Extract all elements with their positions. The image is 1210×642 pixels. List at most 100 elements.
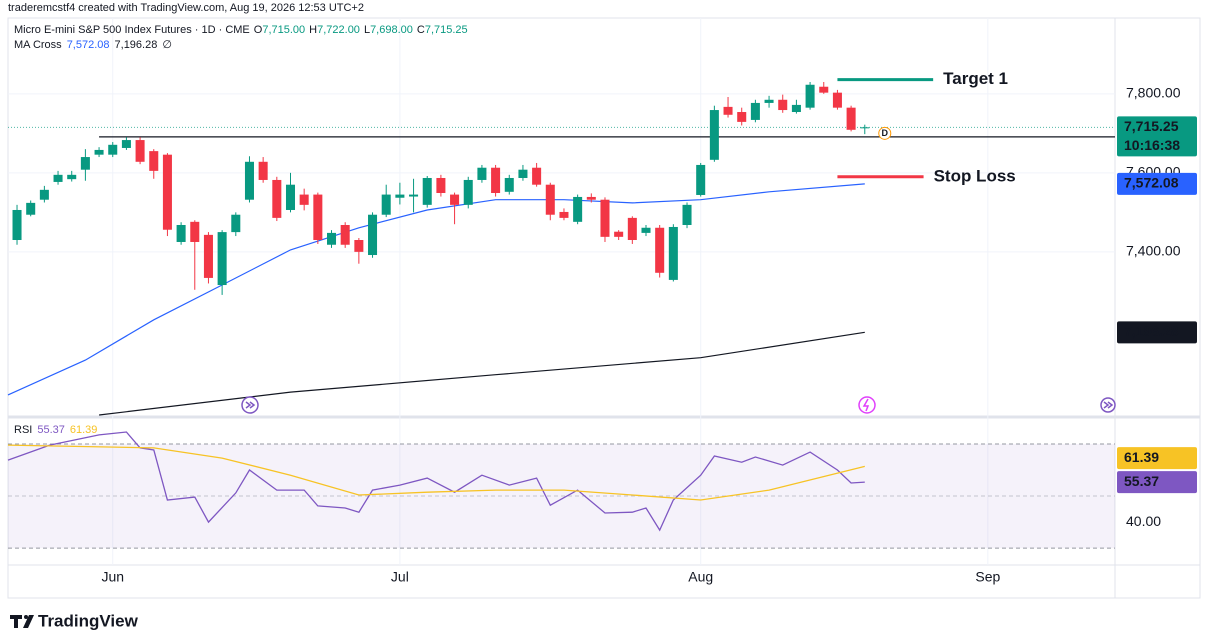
candle-body bbox=[764, 99, 774, 103]
candle-body bbox=[709, 110, 719, 160]
candle-body bbox=[299, 194, 309, 205]
candle-body bbox=[682, 204, 692, 225]
ma-badge-text: 7,572.08 bbox=[1124, 175, 1179, 191]
symbol-legend-item: C bbox=[417, 24, 425, 36]
candle-body bbox=[244, 161, 254, 200]
symbol-legend-item: L bbox=[364, 24, 370, 36]
rsi-badge bbox=[1117, 471, 1197, 494]
candle-body bbox=[791, 104, 801, 113]
candle-body bbox=[491, 167, 501, 193]
symbol-legend-item: Micro E-mini S&P 500 Index Futures · 1D … bbox=[14, 24, 250, 36]
candle-body bbox=[272, 179, 282, 218]
candle-body bbox=[203, 234, 213, 278]
x-tick-label: Jul bbox=[391, 569, 409, 585]
event-icon[interactable] bbox=[241, 396, 259, 414]
candle-body bbox=[285, 184, 296, 210]
candle-body bbox=[641, 227, 651, 233]
symbol-legend-item: H bbox=[309, 24, 317, 36]
symbol-legend-item: 7,715.00 bbox=[262, 24, 305, 36]
candle-body bbox=[450, 194, 460, 205]
candle-body bbox=[39, 189, 49, 200]
price-badge-text: 7,715.25 bbox=[1124, 118, 1179, 134]
candle-body bbox=[627, 217, 637, 241]
candle-body bbox=[53, 174, 63, 182]
candle-body bbox=[846, 107, 856, 130]
candle-body bbox=[231, 214, 241, 233]
symbol-legend-item: O bbox=[254, 24, 263, 36]
ma-badge bbox=[1117, 321, 1197, 344]
candle-body bbox=[655, 227, 665, 273]
rsi-legend-item: 61.39 bbox=[70, 424, 98, 436]
candle-body bbox=[258, 161, 268, 180]
rsi-badge-text: 61.39 bbox=[1124, 449, 1159, 465]
candle-body bbox=[518, 169, 528, 178]
candle-body bbox=[121, 140, 131, 148]
candle-body bbox=[723, 106, 733, 115]
chart-frame bbox=[7, 17, 1201, 599]
event-marker bbox=[878, 126, 892, 140]
ma-legend: MA Cross 7,572.08 7,196.28 ∅ bbox=[14, 39, 172, 51]
candle-body bbox=[463, 179, 473, 205]
candle-body bbox=[696, 164, 706, 195]
candle-body bbox=[368, 214, 378, 256]
ma-badge-text: 7,196.28 bbox=[1124, 323, 1179, 339]
ma-badge bbox=[1117, 172, 1197, 195]
candle-body bbox=[860, 127, 870, 129]
rsi-legend: RSI 55.37 61.39 bbox=[14, 424, 97, 436]
candle-body bbox=[395, 194, 405, 198]
candle-body bbox=[614, 231, 624, 237]
x-tick-label: Jun bbox=[101, 569, 124, 585]
brand-name: TradingView bbox=[38, 611, 139, 630]
candle-body bbox=[545, 184, 555, 215]
rsi-tick-label: 40.00 bbox=[1126, 513, 1161, 529]
candle-body bbox=[94, 149, 104, 155]
ma-line bbox=[99, 331, 865, 416]
symbol-legend-item: 7,722.00 bbox=[317, 24, 360, 36]
rsi-legend-item: 55.37 bbox=[37, 424, 65, 436]
event-icon[interactable] bbox=[1100, 397, 1116, 413]
candle-body bbox=[190, 221, 200, 242]
candle-body bbox=[532, 167, 542, 185]
ma-legend-item: 7,196.28 bbox=[115, 39, 158, 51]
brand-logo[interactable]: TradingView bbox=[10, 611, 139, 630]
ma-line bbox=[7, 183, 865, 396]
candle-body bbox=[819, 86, 829, 93]
candle-body bbox=[67, 174, 77, 180]
symbol-legend-item: 7,698.00 bbox=[370, 24, 413, 36]
candle-body bbox=[162, 154, 172, 230]
event-icon[interactable] bbox=[858, 396, 876, 414]
ma-legend-item: MA Cross bbox=[14, 39, 62, 51]
candle-body bbox=[327, 232, 337, 245]
candle-body bbox=[108, 144, 118, 155]
y-tick-label: 7,800.00 bbox=[1126, 85, 1181, 101]
candle-body bbox=[668, 226, 678, 280]
plot-layer: Jun Jul Aug Sep7,400.007,600.007,800.0040.0… bbox=[7, 18, 1197, 585]
candle-body bbox=[586, 196, 596, 200]
symbol-legend: Micro E-mini S&P 500 Index Futures · 1D … bbox=[14, 24, 468, 36]
price-badge-text: 10:16:38 bbox=[1124, 137, 1180, 153]
candle-body bbox=[340, 224, 350, 245]
candle-body bbox=[26, 202, 36, 215]
caption: traderemcstf4 created with TradingView.c… bbox=[8, 2, 364, 14]
rsi-legend-item: RSI bbox=[14, 424, 32, 436]
candle-body bbox=[409, 194, 419, 197]
candle-body bbox=[737, 112, 747, 122]
candle-body bbox=[504, 177, 514, 192]
candle-body bbox=[12, 209, 22, 241]
level-label: Target 1 bbox=[943, 69, 1008, 88]
event-marker-label: D bbox=[882, 128, 889, 138]
ma-legend-item: 7,572.08 bbox=[67, 39, 110, 51]
x-tick-label: Sep bbox=[975, 569, 1000, 585]
price-badge bbox=[1117, 116, 1197, 157]
candle-body bbox=[750, 102, 760, 120]
candle-body bbox=[381, 194, 391, 215]
candle-body bbox=[135, 140, 145, 162]
candle-body bbox=[600, 199, 610, 237]
y-tick-label: 7,400.00 bbox=[1126, 243, 1181, 259]
candle-body bbox=[778, 99, 788, 111]
candle-body bbox=[832, 92, 842, 108]
candle-body bbox=[354, 240, 364, 252]
rsi-badge bbox=[1117, 447, 1197, 470]
x-tick-label: Aug bbox=[688, 569, 713, 585]
candle-body bbox=[313, 194, 323, 241]
